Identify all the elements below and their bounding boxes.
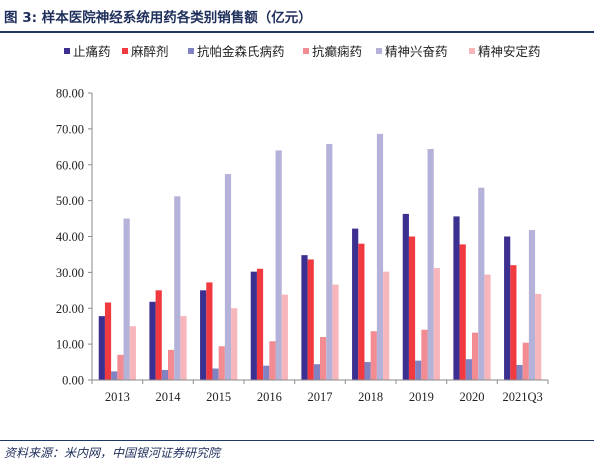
bar-2014-series-0 (149, 301, 156, 380)
x-tick-label: 2015 (206, 390, 231, 404)
legend-swatch-0 (64, 48, 70, 54)
bar-2015-series-1 (206, 282, 213, 380)
bar-2016-series-1 (256, 268, 264, 380)
bar-2014-series-1 (155, 290, 162, 380)
bar-2015-series-0 (200, 290, 207, 380)
bar-2021Q3-series-2 (516, 364, 523, 380)
bar-2013-series-3 (117, 354, 124, 380)
bar-2017-series-1 (307, 259, 314, 380)
bar-2013-series-1 (104, 302, 112, 380)
legend-swatch-4 (376, 48, 382, 54)
legend-label-4: 精神兴奋药 (385, 44, 448, 59)
x-tick-label: 2017 (308, 390, 333, 404)
bar-2019-series-5 (433, 268, 440, 380)
x-tick-label: 2018 (358, 390, 383, 404)
x-axis: 2013 2014 2015 2016 2017 2018 2019 2020 2021Q3 (91, 379, 549, 404)
source-note: 资料来源：米内网，中国银河证券研究院 (4, 446, 221, 460)
x-tick-label: 2020 (460, 390, 485, 404)
bar-2014-series-2 (161, 369, 168, 380)
legend-swatch-5 (469, 48, 475, 54)
bar-2015-series-5 (231, 308, 238, 380)
bar-2019-series-1 (408, 236, 416, 380)
bar-2015-series-4 (224, 174, 232, 380)
y-tick-label: 30.00 (56, 266, 84, 280)
footer-divider (0, 440, 594, 441)
bar-2018-series-1 (358, 243, 365, 380)
bar-2016-series-0 (250, 271, 257, 380)
x-tick-label: 2021Q3 (503, 390, 543, 404)
bar-2020-series-0 (453, 216, 460, 380)
y-tick-label: 70.00 (56, 122, 84, 136)
bar-2018-series-2 (364, 362, 371, 380)
y-tick-label: 80.00 (56, 87, 84, 101)
legend-label-0: 止痛药 (73, 44, 111, 59)
bar-2019-series-3 (421, 329, 428, 380)
y-tick-label: 50.00 (56, 194, 84, 208)
x-tick-label: 2013 (105, 390, 130, 404)
bar-2019-series-2 (415, 360, 422, 380)
title-divider (0, 31, 594, 33)
bar-2015-series-2 (212, 368, 219, 380)
x-tick-label: 2019 (409, 390, 434, 404)
bar-2019-series-0 (402, 213, 409, 380)
bar-2021Q3-series-3 (522, 342, 529, 380)
legend-swatch-2 (188, 48, 194, 54)
bar-2021Q3-series-5 (535, 293, 542, 380)
bar-2017-series-3 (320, 336, 327, 380)
bar-2021Q3-series-1 (510, 265, 517, 380)
bar-2016-series-3 (269, 341, 276, 380)
bar-2017-series-2 (313, 364, 320, 380)
bar-2017-series-4 (326, 143, 333, 380)
bar-2020-series-5 (484, 274, 491, 380)
legend-label-2: 抗帕金森氏病药 (197, 44, 285, 59)
bar-2017-series-0 (301, 255, 308, 380)
bar-2014-series-5 (180, 316, 187, 380)
legend-label-3: 抗癫痫药 (312, 44, 362, 59)
bar-2018-series-0 (352, 228, 359, 380)
bar-2021Q3-series-0 (504, 236, 511, 380)
y-tick-label: 20.00 (56, 302, 84, 316)
bar-2013-series-0 (98, 316, 105, 380)
legend-label-5: 精神安定药 (478, 44, 541, 59)
bar-2014-series-4 (174, 196, 181, 380)
legend-label-1: 麻醉剂 (131, 44, 169, 59)
bar-2021Q3-series-4 (528, 230, 536, 380)
y-tick-label: 40.00 (56, 230, 84, 244)
bar-2013-series-5 (129, 326, 136, 380)
bar-chart: 止痛药 麻醉剂 抗帕金森氏病药 抗癫痫药 精神兴奋药 精神安定药 0.00 10.00 20.… (56, 44, 549, 404)
bar-series-group (98, 133, 542, 380)
x-tick-label: 2014 (156, 390, 182, 404)
bar-2015-series-3 (218, 346, 225, 380)
bar-2020-series-4 (478, 187, 485, 380)
bar-2020-series-3 (472, 332, 479, 380)
y-tick-label: 60.00 (56, 158, 84, 172)
bar-2020-series-2 (465, 359, 472, 380)
legend-swatch-3 (303, 48, 309, 54)
legend-swatch-1 (122, 48, 128, 54)
bar-2018-series-5 (383, 271, 390, 380)
bar-2016-series-4 (275, 150, 282, 380)
chart-legend: 止痛药 麻醉剂 抗帕金森氏病药 抗癫痫药 精神兴奋药 精神安定药 (64, 44, 541, 59)
bar-2013-series-4 (123, 218, 130, 380)
figure-title: 图 3: 样本医院神经系统用药各类别销售额（亿元） (4, 10, 312, 26)
y-tick-label: 10.00 (56, 338, 84, 352)
bar-2013-series-2 (111, 371, 118, 380)
bar-2014-series-3 (168, 349, 175, 380)
bar-2016-series-2 (263, 365, 270, 380)
bar-2017-series-5 (332, 284, 339, 380)
bar-2016-series-5 (281, 294, 288, 380)
bar-2018-series-4 (376, 133, 384, 380)
bar-2018-series-3 (370, 331, 377, 380)
bar-2020-series-1 (459, 244, 466, 380)
y-axis: 0.00 10.00 20.00 30.00 40.00 50.00 60.00 70.00 8… (56, 87, 93, 388)
bar-2019-series-4 (427, 148, 434, 380)
x-tick-label: 2016 (257, 390, 282, 404)
y-tick-label: 0.00 (62, 374, 84, 388)
